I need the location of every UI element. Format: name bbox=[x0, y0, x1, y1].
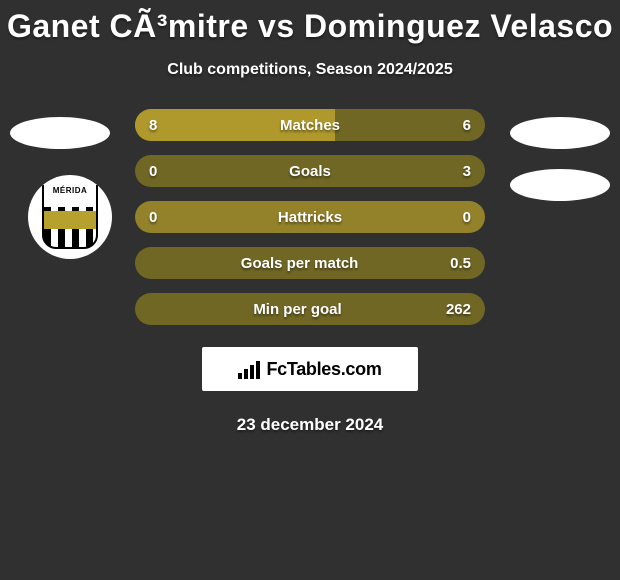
club-crest: MÉRIDA bbox=[28, 175, 112, 259]
stat-label: Goals bbox=[157, 163, 462, 180]
stat-bar: 8Matches6 bbox=[135, 109, 485, 141]
player-left-avatar bbox=[10, 117, 110, 149]
stat-right-value: 0.5 bbox=[450, 255, 471, 272]
stat-label: Matches bbox=[157, 117, 462, 134]
stat-left-value: 0 bbox=[149, 209, 157, 226]
comparison-stage: MÉRIDA 8Matches60Goals30Hattricks0Goals … bbox=[0, 109, 620, 369]
page-title: Ganet CÃ³mitre vs Dominguez Velasco bbox=[0, 0, 620, 45]
stat-label: Min per goal bbox=[149, 301, 446, 318]
subtitle: Club competitions, Season 2024/2025 bbox=[0, 61, 620, 79]
stat-bar: Goals per match0.5 bbox=[135, 247, 485, 279]
stat-right-value: 262 bbox=[446, 301, 471, 318]
stat-left-value: 0 bbox=[149, 163, 157, 180]
update-date: 23 december 2024 bbox=[0, 415, 620, 435]
stat-label: Hattricks bbox=[157, 209, 462, 226]
player-right-avatar bbox=[510, 117, 610, 149]
stat-bar: 0Goals3 bbox=[135, 155, 485, 187]
fctables-badge[interactable]: FcTables.com bbox=[202, 347, 418, 391]
crest-label: MÉRIDA bbox=[44, 185, 96, 207]
fctables-label: FcTables.com bbox=[266, 359, 381, 380]
stat-right-value: 3 bbox=[463, 163, 471, 180]
bar-chart-icon bbox=[238, 359, 262, 379]
stat-left-value: 8 bbox=[149, 117, 157, 134]
stat-right-value: 0 bbox=[463, 209, 471, 226]
stat-bar: Min per goal262 bbox=[135, 293, 485, 325]
stat-right-value: 6 bbox=[463, 117, 471, 134]
player-right-avatar-2 bbox=[510, 169, 610, 201]
stat-bar: 0Hattricks0 bbox=[135, 201, 485, 233]
stat-bars: 8Matches60Goals30Hattricks0Goals per mat… bbox=[135, 109, 485, 325]
stat-label: Goals per match bbox=[149, 255, 450, 272]
